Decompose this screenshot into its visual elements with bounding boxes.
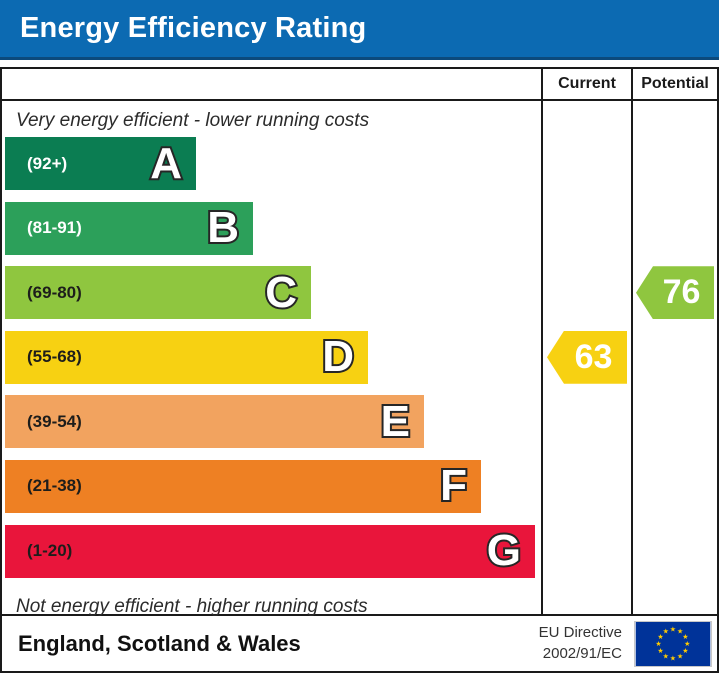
band-range-label: (81-91) [27,218,82,238]
band-letter: D [320,332,356,382]
svg-text:★: ★ [677,627,683,635]
bands-list: (92+) A (81-91) B (69-80) C [5,137,541,589]
footer-region-label: England, Scotland & Wales [18,630,301,656]
band-bar-b: (81-91) B [5,201,253,255]
svg-text:★: ★ [670,654,676,662]
svg-text:★: ★ [663,627,669,635]
potential-column: Potential 76 [631,69,717,614]
band-range-label: (1-20) [27,541,73,561]
band-letter: B [205,203,241,253]
svg-text:★: ★ [657,632,663,640]
band-range-label: (92+) [27,153,68,173]
svg-text:★: ★ [670,625,676,633]
band-bar-f: (21-38) F [5,459,481,513]
footer: England, Scotland & Wales EU Directive 2… [0,614,719,673]
band-bar-d: (55-68) D [5,330,368,384]
eu-directive-label: EU Directive 2002/91/EC [538,624,622,662]
caption-bottom: Not energy efficient - higher running co… [16,596,368,618]
band-letter: C [263,267,299,317]
potential-rating-value: 76 [662,273,701,312]
svg-text:★: ★ [655,640,661,648]
bands-column: Very energy efficient - lower running co… [2,69,541,617]
svg-text:★: ★ [682,632,688,640]
bands-column-body: Very energy efficient - lower running co… [2,101,541,617]
svg-text:★: ★ [663,652,669,660]
chart-title-bar: Energy Efficiency Rating [0,0,719,60]
svg-text:★: ★ [677,652,683,660]
band-row-b: (81-91) B [5,201,541,267]
band-row-a: (92+) A [5,137,541,202]
band-range-label: (39-54) [27,411,82,431]
potential-rating-arrow: 76 [636,266,714,320]
band-range-label: (69-80) [27,282,82,302]
band-bar-e: (39-54) E [5,395,424,449]
band-bar-g: (1-20) G [5,524,535,578]
band-row-d: (55-68) D [5,330,541,396]
svg-text:★: ★ [684,640,690,648]
bands-column-header [2,69,541,101]
band-letter: A [148,138,184,188]
current-column: Current 63 [541,69,631,614]
band-letter: E [379,396,412,446]
svg-text:★: ★ [657,647,663,655]
band-bar-c: (69-80) C [5,266,311,320]
band-row-g: (1-20) G [5,524,541,590]
band-range-label: (55-68) [27,347,82,367]
band-row-f: (21-38) F [5,459,541,525]
current-rating-value: 63 [574,337,613,376]
column-header-current: Current [543,69,631,101]
band-row-e: (39-54) E [5,395,541,460]
band-range-label: (21-38) [27,476,82,496]
band-letter: G [485,526,523,576]
caption-top: Very energy efficient - lower running co… [16,110,370,131]
band-row-c: (69-80) C [5,266,541,331]
current-rating-arrow: 63 [547,330,627,384]
svg-text:★: ★ [682,647,688,655]
band-letter: F [438,461,469,511]
eu-flag-icon: ★ ★ ★ ★ ★ ★ ★ ★ ★ ★ ★ ★ [634,620,712,667]
chart-title: Energy Efficiency Rating [20,12,367,44]
column-header-potential: Potential [633,69,717,101]
band-bar-a: (92+) A [5,137,196,190]
rating-table: Very energy efficient - lower running co… [0,67,719,617]
